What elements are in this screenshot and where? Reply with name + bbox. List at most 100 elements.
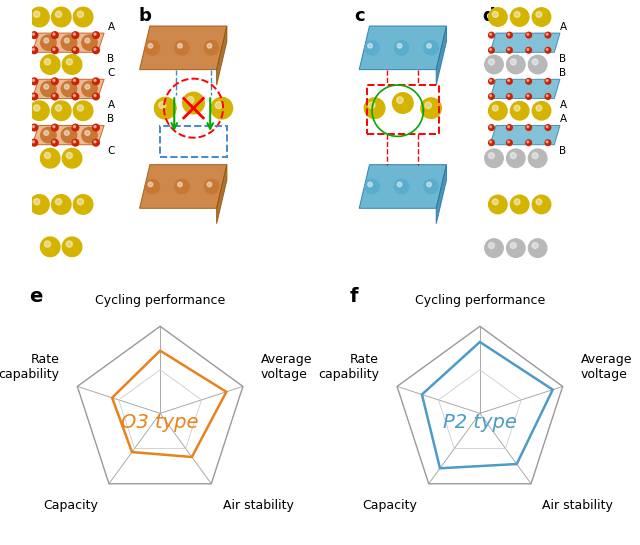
Circle shape [40, 54, 60, 74]
Circle shape [61, 35, 77, 50]
Circle shape [204, 41, 219, 55]
Circle shape [421, 98, 442, 118]
Circle shape [51, 78, 58, 84]
Circle shape [51, 101, 71, 120]
Circle shape [29, 101, 49, 120]
Circle shape [490, 80, 492, 81]
Circle shape [488, 94, 494, 99]
Text: f: f [349, 287, 358, 306]
Circle shape [82, 128, 97, 143]
Circle shape [74, 195, 93, 214]
Circle shape [85, 38, 90, 43]
Circle shape [82, 35, 97, 50]
Polygon shape [359, 26, 447, 70]
Circle shape [74, 80, 76, 81]
Circle shape [93, 47, 99, 53]
Circle shape [51, 124, 58, 131]
Circle shape [532, 195, 551, 214]
Circle shape [532, 59, 538, 65]
Circle shape [507, 140, 512, 146]
Circle shape [51, 140, 58, 146]
Circle shape [510, 153, 516, 159]
Polygon shape [490, 79, 560, 99]
Circle shape [507, 149, 525, 167]
Circle shape [66, 59, 72, 65]
Circle shape [529, 149, 547, 167]
Text: A: A [108, 100, 115, 110]
Text: c: c [354, 7, 365, 25]
Polygon shape [490, 125, 560, 145]
Circle shape [425, 102, 431, 108]
Circle shape [31, 47, 38, 53]
Circle shape [53, 33, 55, 35]
Circle shape [527, 95, 529, 96]
Circle shape [72, 32, 79, 39]
Text: P2 type: P2 type [443, 413, 517, 432]
Circle shape [82, 81, 97, 96]
Circle shape [31, 124, 38, 131]
Circle shape [62, 237, 82, 257]
Circle shape [72, 93, 79, 100]
Circle shape [93, 140, 99, 146]
Text: B: B [108, 114, 115, 124]
Circle shape [488, 47, 494, 53]
Circle shape [488, 243, 494, 249]
Circle shape [72, 124, 79, 131]
Text: Rate
capability: Rate capability [0, 353, 59, 380]
Circle shape [511, 195, 529, 214]
Circle shape [511, 8, 529, 26]
Circle shape [44, 153, 51, 159]
Circle shape [536, 199, 542, 205]
Circle shape [514, 105, 520, 111]
Circle shape [532, 101, 551, 120]
Circle shape [529, 55, 547, 74]
Circle shape [74, 33, 76, 35]
Circle shape [204, 179, 219, 193]
Circle shape [527, 141, 529, 143]
Circle shape [74, 125, 76, 128]
Circle shape [61, 81, 77, 96]
Circle shape [545, 78, 551, 84]
Circle shape [72, 140, 79, 146]
Circle shape [94, 141, 96, 143]
Circle shape [527, 80, 529, 81]
Circle shape [490, 95, 492, 96]
Circle shape [545, 140, 551, 146]
Text: b: b [138, 7, 151, 25]
Circle shape [85, 84, 90, 89]
Circle shape [510, 243, 516, 249]
Circle shape [72, 78, 79, 84]
Circle shape [178, 44, 182, 48]
Text: a: a [35, 7, 46, 25]
Circle shape [488, 195, 507, 214]
Circle shape [529, 239, 547, 257]
Circle shape [488, 125, 494, 130]
Circle shape [74, 49, 76, 50]
Circle shape [484, 55, 503, 74]
Text: Cycling performance: Cycling performance [415, 294, 545, 307]
Circle shape [507, 239, 525, 257]
Text: Capacity: Capacity [43, 499, 98, 512]
Circle shape [526, 78, 531, 84]
Text: Average
voltage: Average voltage [581, 353, 632, 380]
Text: d: d [483, 7, 495, 25]
Circle shape [532, 243, 538, 249]
Circle shape [93, 78, 99, 84]
Circle shape [207, 182, 212, 187]
Circle shape [31, 78, 38, 84]
Text: Air stability: Air stability [542, 499, 613, 512]
Circle shape [427, 182, 431, 187]
Text: Air stability: Air stability [223, 499, 293, 512]
Circle shape [490, 49, 492, 50]
Circle shape [40, 148, 60, 168]
Circle shape [77, 198, 83, 205]
Text: A: A [559, 22, 566, 32]
Circle shape [394, 179, 409, 193]
Circle shape [31, 140, 38, 146]
Text: e: e [29, 287, 43, 306]
Circle shape [145, 41, 159, 55]
Circle shape [94, 33, 96, 35]
Text: Average
voltage: Average voltage [261, 353, 312, 380]
Circle shape [77, 105, 83, 111]
Circle shape [74, 101, 93, 120]
